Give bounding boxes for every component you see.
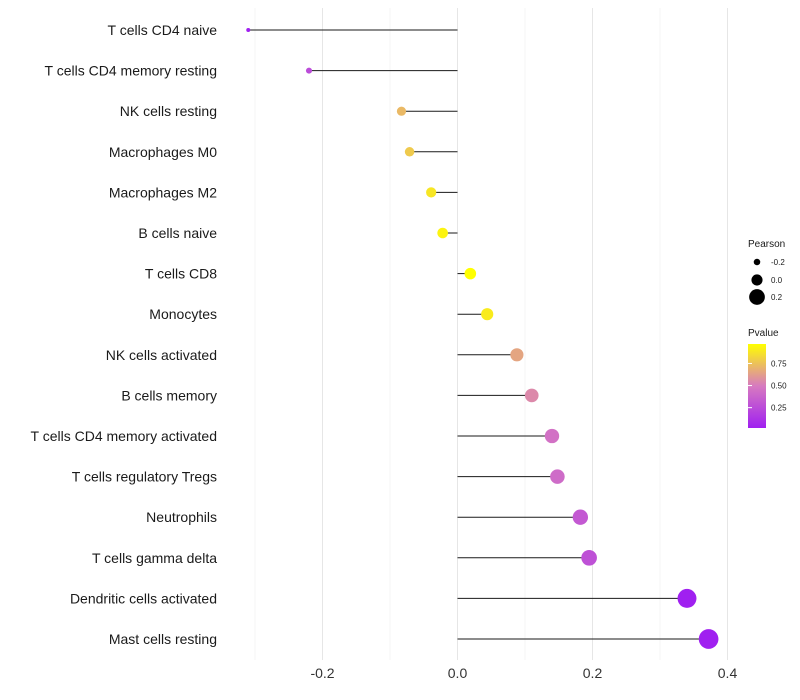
x-tick-label: 0.2 — [583, 665, 603, 681]
lollipop-stems — [248, 29, 709, 640]
lollipop-point — [481, 308, 494, 321]
pvalue-legend-label: 0.75 — [771, 359, 787, 368]
category-label: B cells memory — [121, 387, 217, 403]
lollipop-point — [404, 147, 415, 157]
category-label: Mast cells resting — [109, 631, 217, 647]
category-label: T cells CD4 memory resting — [45, 63, 217, 79]
category-label: Neutrophils — [146, 509, 217, 525]
lollipop-point — [426, 187, 437, 198]
pvalue-legend-label: 0.50 — [771, 382, 787, 391]
x-tick-label: 0.0 — [448, 665, 468, 681]
x-tick-label: 0.4 — [718, 665, 738, 681]
lollipop-point — [550, 469, 565, 484]
lollipop-point — [677, 588, 697, 608]
lollipop-point — [581, 549, 597, 566]
x-tick-label: -0.2 — [310, 665, 334, 681]
pearson-legend-label: -0.2 — [771, 258, 785, 267]
category-axis-labels: T cells CD4 naive T cells CD4 memory rest… — [31, 22, 218, 647]
category-label: T cells CD8 — [145, 266, 217, 282]
lollipop-point — [510, 348, 524, 362]
lollipop-point — [544, 428, 560, 444]
pearson-legend-label: 0.0 — [771, 276, 783, 285]
pvalue-legend: Pvalue 0.75 0.50 0.25 — [748, 328, 787, 428]
category-label: NK cells resting — [120, 103, 217, 119]
category-label: T cells CD4 memory activated — [31, 428, 217, 444]
lollipop-point — [396, 106, 407, 116]
pearson-legend-title: Pearson — [748, 239, 785, 250]
pearson-legend: Pearson -0.2 0.0 0.2 — [748, 239, 785, 305]
lollipop-point — [464, 267, 477, 280]
lollipop-point — [524, 388, 539, 403]
category-label: B cells naive — [138, 225, 217, 241]
pearson-legend-key — [753, 258, 761, 266]
pvalue-legend-label: 0.25 — [771, 404, 787, 413]
lollipop-point — [698, 629, 719, 649]
lollipop-point — [572, 509, 589, 525]
grid — [254, 8, 728, 660]
category-label: T cells CD4 naive — [108, 22, 218, 38]
x-axis-tick-labels: -0.2 0.0 0.2 0.4 — [310, 665, 737, 681]
lollipop-point — [305, 67, 313, 74]
category-label: Monocytes — [149, 306, 217, 322]
category-label: Macrophages M2 — [109, 184, 217, 200]
pearson-legend-key — [751, 274, 763, 286]
legends: Pearson -0.2 0.0 0.2 Pvalue 0.75 0.50 0.25 — [748, 239, 787, 428]
category-label: NK cells activated — [106, 347, 217, 363]
pvalue-legend-title: Pvalue — [748, 328, 779, 339]
category-label: Dendritic cells activated — [70, 590, 217, 606]
category-label: T cells regulatory Tregs — [72, 469, 217, 485]
pearson-legend-label: 0.2 — [771, 293, 783, 302]
lollipop-points — [246, 28, 719, 649]
lollipop-point — [246, 28, 251, 32]
category-label: Macrophages M0 — [109, 144, 217, 160]
lollipop-point — [437, 227, 448, 239]
pearson-legend-key — [749, 289, 765, 305]
pvalue-colorbar — [748, 344, 766, 428]
category-label: T cells gamma delta — [92, 550, 217, 566]
